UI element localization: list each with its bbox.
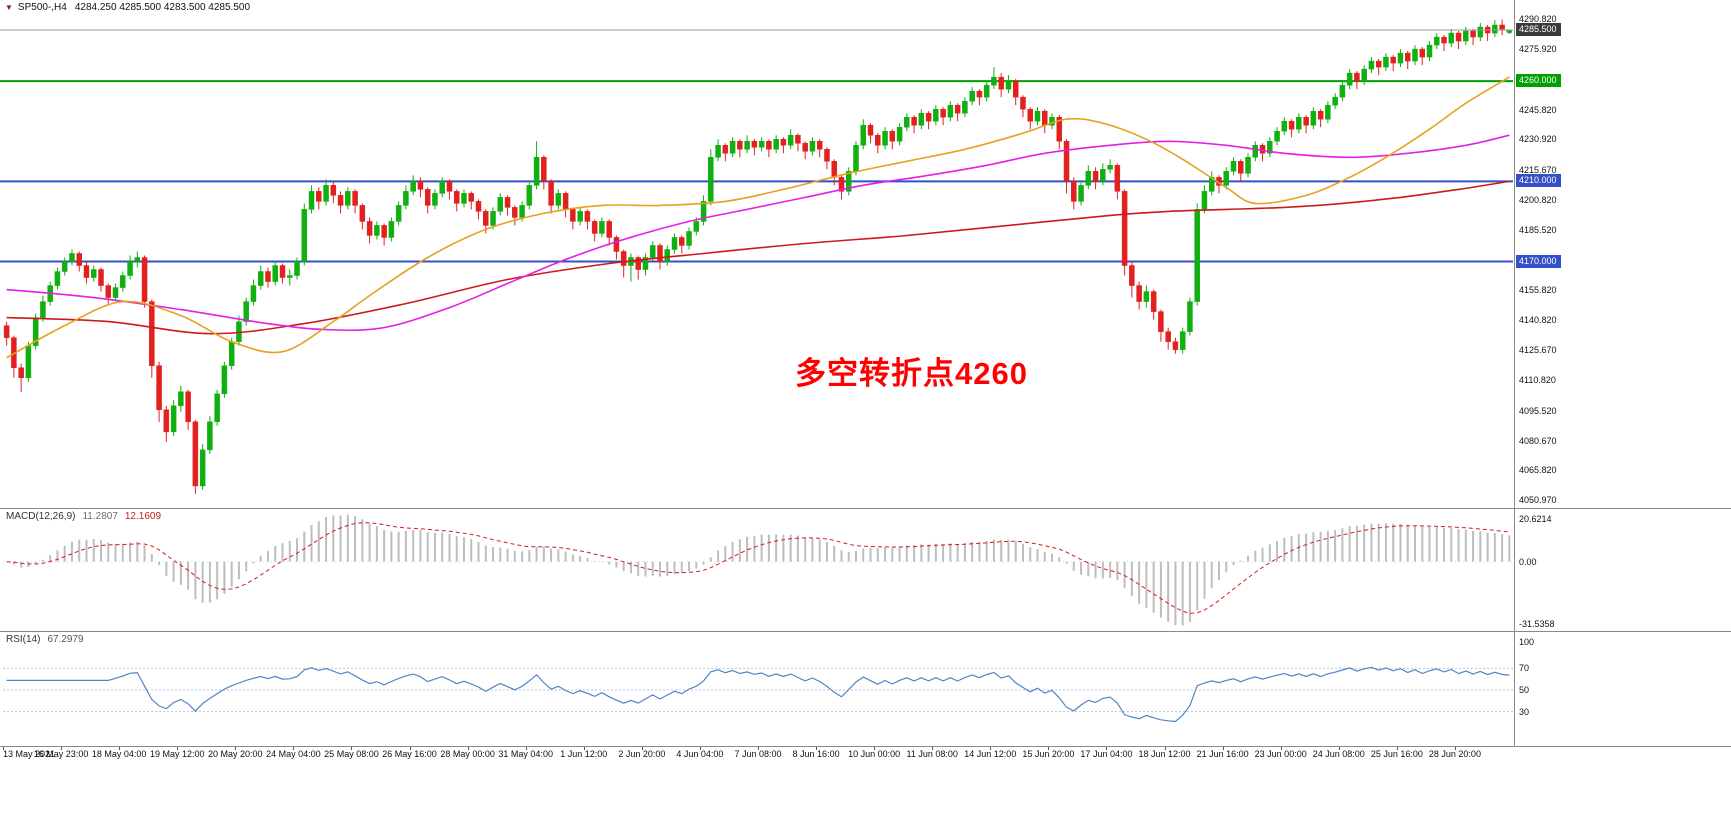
date-axis-label: 14 Jun 12:00 [964,749,1017,759]
chart-annotation-text[interactable]: 多空转折点4260 [795,356,1028,391]
bid-price-tag: 4285.500 [1516,23,1561,37]
price-axis-label: 4215.670 [1519,164,1557,175]
date-axis-label: 4 Jun 04:00 [676,749,724,759]
macd-axis-zero-label: 0.00 [1519,556,1537,567]
rsi-axis-label: 50 [1519,685,1530,695]
rsi-name: RSI(14) [6,634,41,645]
date-axis-label: 19 May 12:00 [149,749,205,759]
ma-fast-orange [6,76,1510,359]
candles [3,19,1513,494]
ma-slow-red [6,180,1510,335]
macd-indicator-label: MACD(12,26,9) 11.2807 12.1609 [6,511,161,522]
price-axis-label: 4155.820 [1519,284,1557,295]
price-axis-label: 4050.970 [1519,495,1557,506]
macd-signal-line [6,522,1510,614]
date-axis-label: 26 May 16:00 [382,749,437,759]
date-axis-label: 20 May 20:00 [208,749,263,759]
macd-signal-value: 12.1609 [124,511,162,522]
date-axis-label: 18 Jun 12:00 [1138,749,1191,759]
date-axis-label: 13 May 2021 [3,749,56,759]
date-axis-label: 11 Jun 08:00 [906,749,958,759]
rsi-line [6,666,1510,723]
price-axis-label: 4065.820 [1519,465,1557,476]
price-axis-label: 4275.920 [1519,44,1557,55]
date-axis-label: 25 Jun 16:00 [1370,749,1423,759]
chart-ohlc-values: 4284.250 4285.500 4283.500 4285.500 [74,2,251,13]
price-axis-label: 4230.920 [1519,134,1557,145]
price-axis[interactable]: 4290.820 4275.920 4245.820 4230.920 4215.670… [1516,0,1730,766]
price-axis-label: 4095.520 [1519,405,1557,416]
macd-axis-min-label: -31.5358 [1519,619,1555,629]
date-ticks [3,747,1456,750]
chart-canvas[interactable] [0,0,1731,766]
chart-symbol-title: SP500-,H4 [17,2,67,13]
date-axis-label: 23 Jun 00:00 [1254,749,1307,759]
rsi-value: 67.2979 [47,634,84,645]
macd-name: MACD(12,26,9) [6,511,76,522]
chevron-down-icon[interactable]: ▼ [5,3,13,12]
date-axis-label: 18 May 04:00 [91,749,147,759]
level-price-tag-4260.000[interactable]: 4260.000 [1516,74,1561,88]
chart-titlebar: ▼ SP500-,H4 4284.250 4285.500 4283.500 428… [5,2,258,13]
price-axis-label: 4110.820 [1519,375,1556,386]
date-axis-label: 28 Jun 20:00 [1428,749,1481,759]
date-axis-label: 17 Jun 04:00 [1080,749,1133,759]
price-axis-label: 4125.670 [1519,345,1557,356]
price-axis-label: 4185.520 [1519,225,1557,236]
date-axis-label: 1 Jun 12:00 [560,749,608,759]
date-axis-label: 21 Jun 16:00 [1196,749,1249,759]
price-axis-label: 4290.820 [1519,14,1557,25]
rsi-axis-label: 30 [1519,706,1530,717]
level-price-tag-4210.000[interactable]: 4210.000 [1516,174,1561,188]
macd-histogram [12,514,1511,626]
rsi-axis-label: 70 [1519,663,1530,674]
date-axis-label: 2 Jun 20:00 [618,749,666,759]
date-axis-label: 15 Jun 20:00 [1022,749,1075,759]
date-axis-label: 28 May 00:00 [440,749,495,759]
rsi-indicator-label: RSI(14) 67.2979 [6,634,84,645]
date-axis-label: 16 May 23:00 [33,749,89,759]
date-axis[interactable]: 13 May 2021 16 May 23:00 18 May 04:00 19 Ma… [0,749,1731,762]
date-axis-label: 25 May 08:00 [324,749,379,759]
date-axis-label: 31 May 04:00 [498,749,553,759]
macd-main-value: 11.2807 [82,511,118,522]
date-axis-label: 8 Jun 16:00 [792,749,840,759]
price-axis-label: 4200.820 [1519,194,1557,205]
macd-axis-max-label: 20.6214 [1519,514,1552,524]
level-lines [0,80,1513,263]
price-axis-label: 4140.820 [1519,314,1557,325]
level-price-tag-4170.000[interactable]: 4170.000 [1516,254,1561,268]
date-axis-label: 24 May 04:00 [266,749,321,759]
date-axis-label: 24 Jun 08:00 [1312,749,1365,759]
panel-separators [0,0,1731,747]
rsi-axis-label: 100 [1519,637,1535,647]
date-axis-label: 7 Jun 08:00 [734,749,782,759]
date-axis-label: 10 Jun 00:00 [848,749,901,759]
price-axis-label: 4080.670 [1519,435,1557,446]
price-axis-label: 4245.820 [1519,104,1557,115]
ma-mid-magenta [6,134,1510,332]
